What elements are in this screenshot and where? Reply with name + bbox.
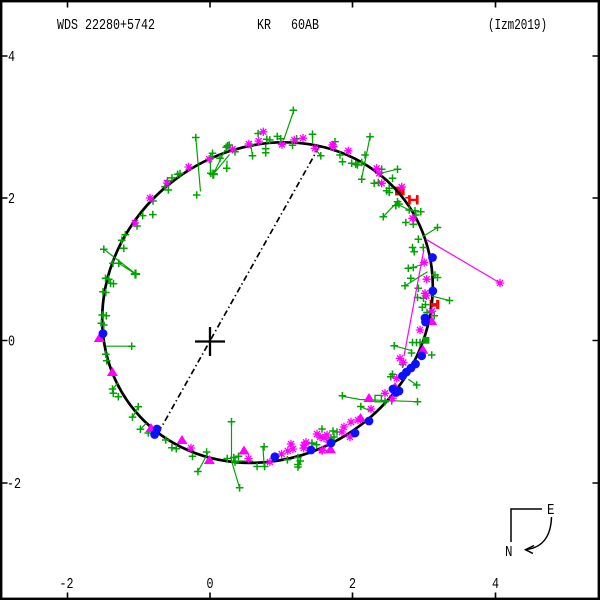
svg-text:KR: KR xyxy=(257,18,271,34)
svg-text:E: E xyxy=(547,503,555,519)
svg-text:(Izm2019): (Izm2019) xyxy=(488,18,547,34)
svg-text:4: 4 xyxy=(492,577,499,593)
svg-text:2: 2 xyxy=(349,577,356,593)
svg-text:60AB: 60AB xyxy=(291,18,319,34)
svg-text:2: 2 xyxy=(8,192,15,208)
svg-text:N: N xyxy=(505,545,513,561)
svg-text:0: 0 xyxy=(207,577,214,593)
svg-text:-2: -2 xyxy=(7,477,21,493)
svg-text:4: 4 xyxy=(8,50,15,66)
svg-text:-2: -2 xyxy=(60,577,74,593)
svg-text:0: 0 xyxy=(8,335,15,351)
svg-text:WDS 22280+5742: WDS 22280+5742 xyxy=(57,18,155,34)
